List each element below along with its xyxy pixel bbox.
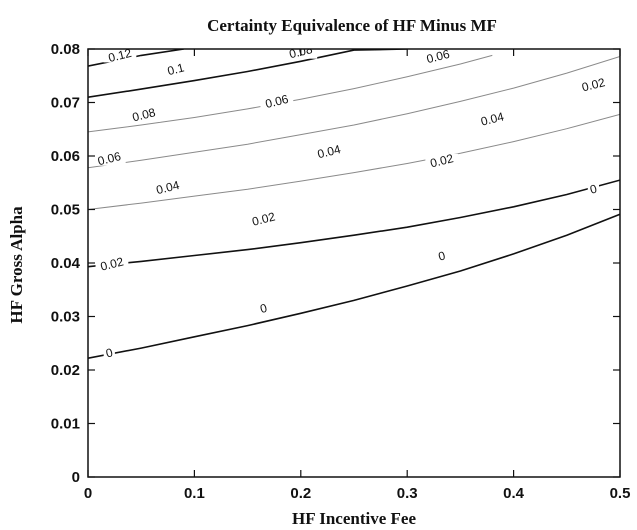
contour-label-bg bbox=[577, 77, 610, 92]
contour-label-bg bbox=[257, 301, 270, 316]
x-tick-label-1: 0.1 bbox=[184, 485, 205, 502]
contour-label-4-1: 0.04 bbox=[316, 142, 342, 161]
contour-label-5-2: 0.02 bbox=[429, 151, 455, 170]
contour-label-bg bbox=[247, 212, 280, 227]
contour-label-bg bbox=[312, 144, 346, 159]
chart-title: Certainty Equivalence of HF Minus MF bbox=[207, 16, 497, 35]
contour-label-bg bbox=[436, 249, 448, 264]
contour-label-bg bbox=[103, 49, 137, 63]
y-tick-label-7: 0.07 bbox=[51, 95, 80, 112]
contour-label-6-1: 0 bbox=[259, 301, 269, 316]
contour-lines: 0.120.10.080.080.060.060.060.040.040.040… bbox=[88, 47, 620, 360]
y-tick-label-3: 0.03 bbox=[51, 309, 80, 326]
y-tick-label-1: 0.01 bbox=[51, 416, 80, 433]
y-tick-label-8: 0.08 bbox=[51, 41, 80, 58]
contour-line-2 bbox=[88, 54, 493, 133]
contour-label-3-2: 0.06 bbox=[425, 47, 451, 66]
contour-label-bg bbox=[587, 182, 599, 197]
x-tick-label-2: 0.2 bbox=[290, 485, 311, 502]
contour-label-5-0: 0.02 bbox=[99, 254, 125, 273]
contour-label-bg bbox=[127, 107, 161, 122]
y-axis-label: HF Gross Alpha bbox=[7, 206, 26, 324]
contour-label-2-0: 0.08 bbox=[131, 105, 157, 124]
contour-label-bg bbox=[151, 180, 185, 195]
plot-frame bbox=[87, 48, 621, 478]
contour-line-1 bbox=[88, 49, 408, 98]
contour-label-bg bbox=[475, 112, 509, 127]
contour-label-5-1: 0.02 bbox=[251, 209, 277, 228]
contour-label-bg bbox=[92, 151, 126, 166]
x-tick-label-5: 0.5 bbox=[610, 485, 631, 502]
contour-label-3-0: 0.06 bbox=[96, 149, 122, 168]
contour-label-6-0: 0 bbox=[104, 345, 114, 360]
x-tick-label-4: 0.4 bbox=[503, 485, 525, 502]
contour-label-bg bbox=[162, 62, 189, 77]
contour-label-6-3: 0 bbox=[588, 181, 598, 196]
contour-label-bg bbox=[103, 345, 115, 360]
axis-ticks: 0 0.1 0.2 0.3 0.4 0.5 0 0.01 0.02 0.03 0.04 0.05 0.0… bbox=[51, 41, 631, 502]
contour-label-bg bbox=[421, 49, 455, 64]
x-tick-label-0: 0 bbox=[84, 485, 92, 502]
contour-label-4-0: 0.04 bbox=[155, 178, 181, 197]
x-tick-label-3: 0.3 bbox=[397, 485, 418, 502]
y-tick-label-0: 0 bbox=[72, 469, 80, 486]
y-tick-label-2: 0.02 bbox=[51, 362, 80, 379]
contour-line-5 bbox=[88, 179, 620, 268]
contour-line-3 bbox=[88, 56, 620, 169]
contour-label-bg bbox=[260, 94, 294, 109]
contour-line-0 bbox=[88, 49, 184, 67]
contour-label-bg bbox=[95, 257, 129, 272]
y-tick-label-4: 0.04 bbox=[51, 255, 81, 272]
x-axis-label: HF Incentive Fee bbox=[292, 509, 416, 528]
contour-label-3-1: 0.06 bbox=[264, 92, 290, 111]
y-tick-label-6: 0.06 bbox=[51, 148, 80, 165]
contour-label-5-3: 0.02 bbox=[580, 75, 606, 94]
contour-line-4 bbox=[88, 113, 620, 210]
contour-label-1-0: 0.1 bbox=[166, 60, 186, 78]
y-tick-label-5: 0.05 bbox=[51, 202, 80, 219]
contour-line-6 bbox=[88, 213, 620, 359]
contour-label-bg bbox=[425, 153, 459, 168]
contour-label-4-2: 0.04 bbox=[479, 109, 505, 128]
contour-label-6-2: 0 bbox=[437, 248, 447, 263]
